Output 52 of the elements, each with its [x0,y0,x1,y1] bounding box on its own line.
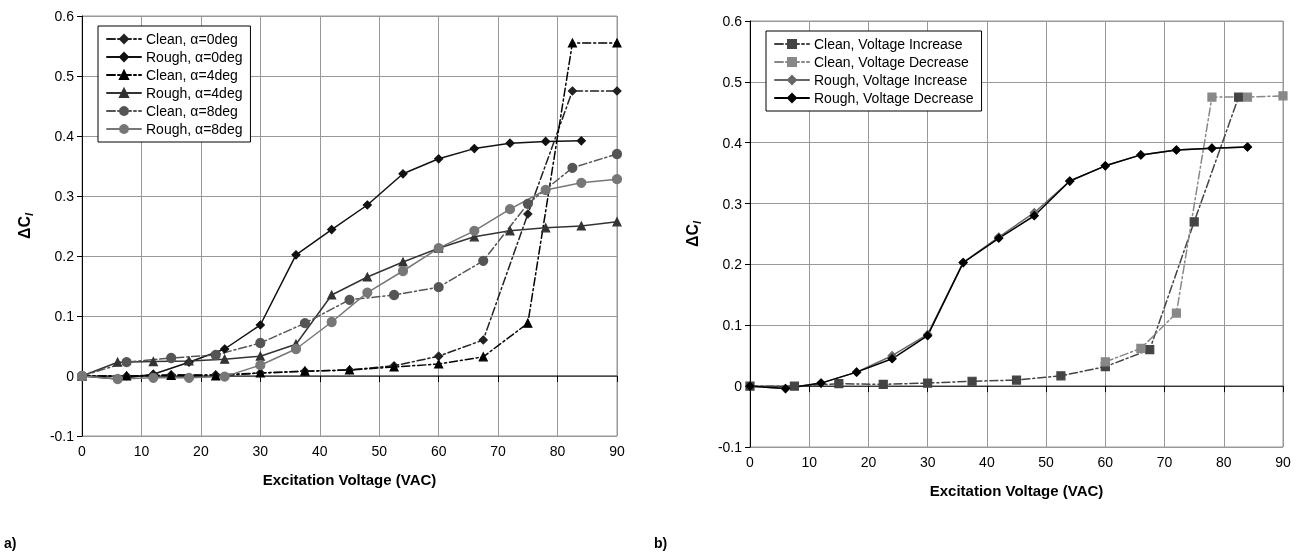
text: b) [654,535,668,551]
legend-label: Rough, Voltage Increase [814,72,968,88]
x-axis-title: Excitation Voltage (VAC) [929,482,1104,499]
y-tick-label: 0 [66,368,75,384]
y-tick-label: 0.1 [54,308,75,324]
y-axis-title: ΔCl [684,220,703,248]
y-tick-label: 0.5 [722,73,743,90]
legend-label: Rough, α=8deg [146,121,243,137]
legend-label: Rough, α=4deg [146,85,243,101]
x-tick-label: 90 [609,443,625,459]
legend-label: Rough, Voltage Decrease [814,90,974,106]
y-tick-label: 0.5 [54,68,75,84]
x-tick-label: 30 [919,454,936,470]
x-tick-label: 10 [801,454,818,470]
x-tick-label: 40 [979,454,995,470]
y-tick-label: 0.4 [722,134,743,151]
x-tick-label: 0 [78,443,87,459]
x-tick-label: 10 [133,443,150,459]
legend-label: Clean, α=8deg [146,103,238,119]
y-tick-label: -0.1 [717,439,743,455]
y-tick-label: 0.1 [722,317,743,334]
x-tick-label: 50 [371,443,388,459]
legend-label: Clean, Voltage Increase [814,36,963,52]
x-tick-label: 20 [860,454,877,470]
x-tick-label: 20 [193,443,209,459]
x-tick-label: 60 [430,443,447,459]
x-tick-label: 60 [1097,454,1114,470]
x-tick-label: 90 [1275,454,1291,470]
x-tick-label: 80 [1215,454,1232,470]
y-axis-title: ΔCl [16,212,35,240]
y-tick-label: 0.2 [722,256,743,273]
y-tick-label: 0.2 [54,248,75,264]
text: a) [4,535,17,551]
legend-label: Rough, α=0deg [146,49,243,65]
legend-label: Clean, α=4deg [146,67,238,83]
y-tick-label: 0 [734,378,743,395]
x-tick-label: 70 [490,443,507,459]
x-tick-label: 70 [1156,454,1173,470]
x-tick-label: 30 [252,443,269,459]
y-tick-label: 0.3 [54,188,75,204]
y-tick-label: 0.6 [722,13,743,29]
x-tick-label: 40 [311,443,328,459]
y-tick-label: 0.6 [54,8,75,24]
x-tick-label: 0 [746,454,755,470]
x-tick-label: 80 [549,443,566,459]
legend-label: Clean, α=0deg [146,31,238,47]
y-tick-label: 0.3 [722,195,743,212]
y-tick-label: 0.4 [54,128,75,144]
legend-label: Clean, Voltage Decrease [814,54,970,70]
x-axis-title: Excitation Voltage (VAC) [262,471,437,488]
x-tick-label: 50 [1038,454,1055,470]
y-tick-label: -0.1 [49,428,75,444]
